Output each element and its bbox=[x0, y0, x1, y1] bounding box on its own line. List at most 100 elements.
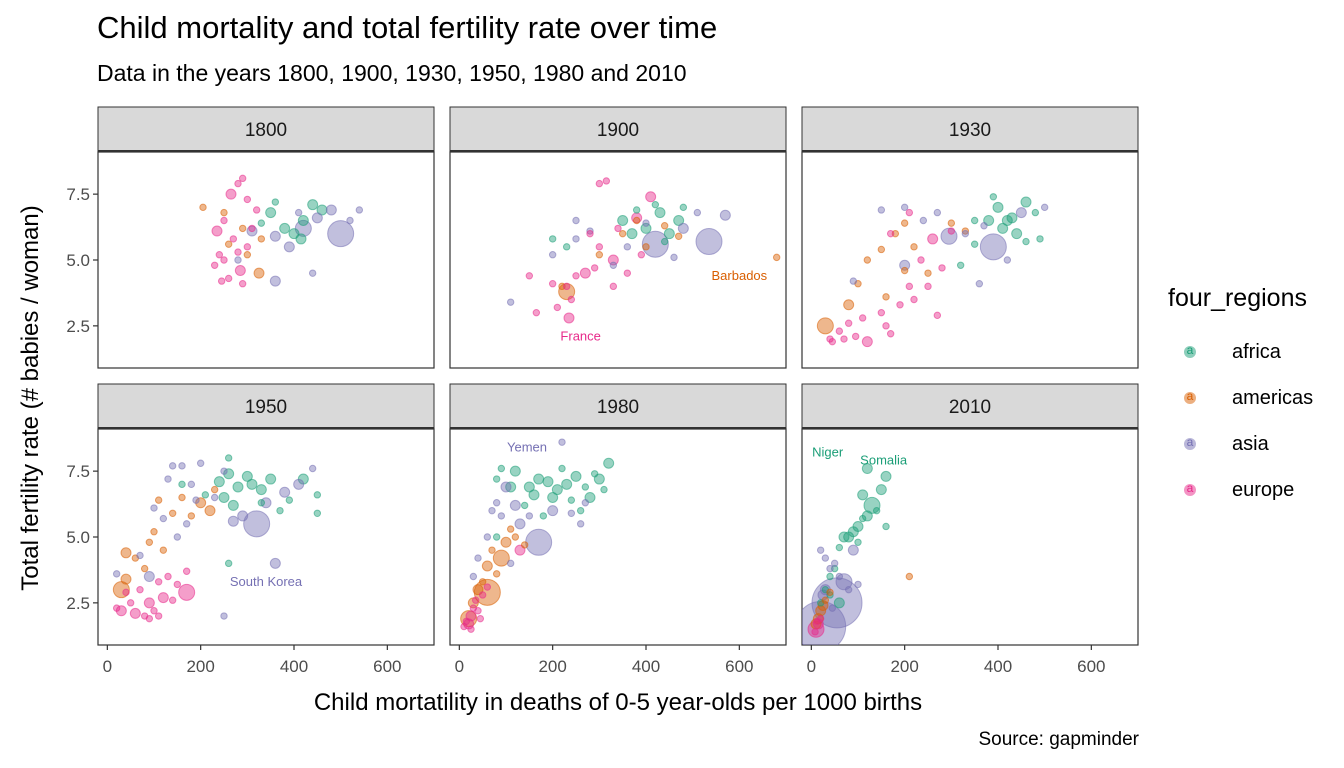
data-point-europe bbox=[828, 337, 837, 346]
data-point-africa bbox=[838, 531, 850, 543]
data-point-asia bbox=[136, 551, 144, 560]
data-point-europe bbox=[548, 280, 557, 288]
data-point-europe bbox=[243, 243, 252, 251]
data-point-asia bbox=[828, 604, 837, 612]
data-point-americas bbox=[178, 493, 186, 502]
data-point-asia bbox=[506, 298, 515, 306]
legend-key-africa: a bbox=[1175, 337, 1205, 367]
data-point-asia bbox=[327, 220, 355, 248]
country-label: Yemen bbox=[507, 439, 547, 454]
data-point-asia bbox=[246, 225, 258, 237]
data-point-asia bbox=[500, 481, 512, 493]
data-point-europe bbox=[243, 195, 252, 204]
data-point-europe bbox=[602, 177, 611, 185]
data-point-africa bbox=[255, 484, 267, 496]
data-point-africa bbox=[509, 465, 521, 477]
data-point-americas bbox=[220, 208, 228, 217]
data-point-europe bbox=[858, 314, 867, 322]
data-point-africa bbox=[497, 464, 506, 473]
data-point-europe bbox=[567, 295, 576, 304]
data-point-asia bbox=[346, 216, 354, 225]
data-point-asia bbox=[187, 480, 196, 489]
data-point-americas bbox=[253, 267, 265, 279]
data-point-africa bbox=[548, 235, 557, 243]
data-point-asia bbox=[719, 209, 731, 221]
data-point-europe bbox=[220, 256, 228, 264]
data-point-asia bbox=[979, 233, 1007, 261]
data-point-europe bbox=[476, 614, 485, 623]
data-point-africa bbox=[654, 207, 666, 219]
data-point-europe bbox=[478, 591, 487, 599]
data-point-asia bbox=[483, 533, 492, 541]
data-point-europe bbox=[238, 280, 247, 288]
data-point-asia bbox=[821, 554, 830, 562]
data-point-europe bbox=[614, 224, 622, 233]
data-point-europe bbox=[844, 319, 853, 327]
data-point-africa bbox=[651, 200, 660, 209]
data-point-asia bbox=[488, 506, 496, 515]
legend-label-europe: europe bbox=[1232, 478, 1295, 501]
data-point-asia bbox=[1040, 203, 1049, 212]
data-point-europe bbox=[178, 583, 196, 601]
x-tick-label: 200 bbox=[186, 657, 214, 676]
data-point-europe bbox=[563, 312, 575, 324]
legend-key-europe: a bbox=[1175, 475, 1205, 505]
data-point-europe bbox=[234, 265, 246, 277]
x-tick-label: 400 bbox=[632, 657, 660, 676]
data-point-africa bbox=[313, 491, 322, 499]
data-point-europe bbox=[154, 578, 163, 586]
data-point-europe bbox=[129, 607, 141, 619]
data-point-americas bbox=[843, 299, 855, 311]
data-point-asia bbox=[159, 514, 168, 523]
data-point-africa bbox=[558, 464, 566, 473]
data-point-africa bbox=[858, 514, 867, 523]
data-point-asia bbox=[220, 612, 228, 620]
data-point-europe bbox=[562, 282, 571, 291]
y-axis-title: Total fertility rate (# babies / woman) bbox=[17, 205, 44, 591]
facet-panel-1900: 1900 Barbados France bbox=[449, 106, 787, 369]
legend-label-africa: africa bbox=[1232, 340, 1281, 363]
data-point-africa bbox=[213, 476, 225, 488]
data-point-africa bbox=[246, 478, 258, 490]
data-point-asia bbox=[548, 251, 557, 259]
data-point-asia bbox=[173, 533, 182, 541]
data-point-europe bbox=[609, 282, 618, 291]
data-point-americas bbox=[660, 222, 669, 230]
data-point-europe bbox=[217, 277, 226, 285]
y-tick-label: 2.5 bbox=[66, 317, 90, 336]
data-point-europe bbox=[905, 282, 914, 291]
y-tick-label: 7.5 bbox=[66, 185, 90, 204]
data-point-africa bbox=[257, 219, 266, 227]
data-point-americas bbox=[882, 293, 890, 301]
data-point-asia bbox=[243, 510, 271, 538]
data-point-asia bbox=[899, 259, 911, 271]
data-point-africa bbox=[297, 214, 309, 226]
facet-panel-1950: 1950 South Korea bbox=[97, 383, 435, 646]
data-point-europe bbox=[234, 179, 242, 188]
data-point-americas bbox=[618, 229, 627, 238]
data-point-europe bbox=[168, 596, 177, 604]
data-point-asia bbox=[492, 499, 501, 507]
data-point-africa bbox=[492, 475, 501, 483]
data-point-asia bbox=[547, 505, 559, 517]
data-point-asia bbox=[641, 230, 669, 258]
data-point-asia bbox=[474, 554, 482, 562]
data-point-africa bbox=[285, 496, 294, 504]
y-tick-label: 5.0 bbox=[66, 251, 90, 270]
data-point-asia bbox=[847, 544, 859, 556]
data-point-europe bbox=[248, 224, 256, 233]
data-point-europe bbox=[474, 607, 482, 615]
data-point-europe bbox=[877, 308, 886, 317]
data-point-europe bbox=[607, 254, 619, 266]
data-point-africa bbox=[528, 489, 540, 501]
data-point-africa bbox=[307, 199, 319, 211]
data-point-europe bbox=[182, 567, 191, 575]
data-point-europe bbox=[238, 174, 247, 183]
data-point-africa bbox=[1006, 212, 1018, 224]
data-point-africa bbox=[232, 481, 244, 493]
data-point-africa bbox=[857, 489, 869, 501]
data-point-asia bbox=[830, 559, 839, 568]
panel-border bbox=[97, 428, 435, 646]
data-point-americas bbox=[877, 245, 886, 254]
data-point-africa bbox=[992, 201, 1004, 213]
